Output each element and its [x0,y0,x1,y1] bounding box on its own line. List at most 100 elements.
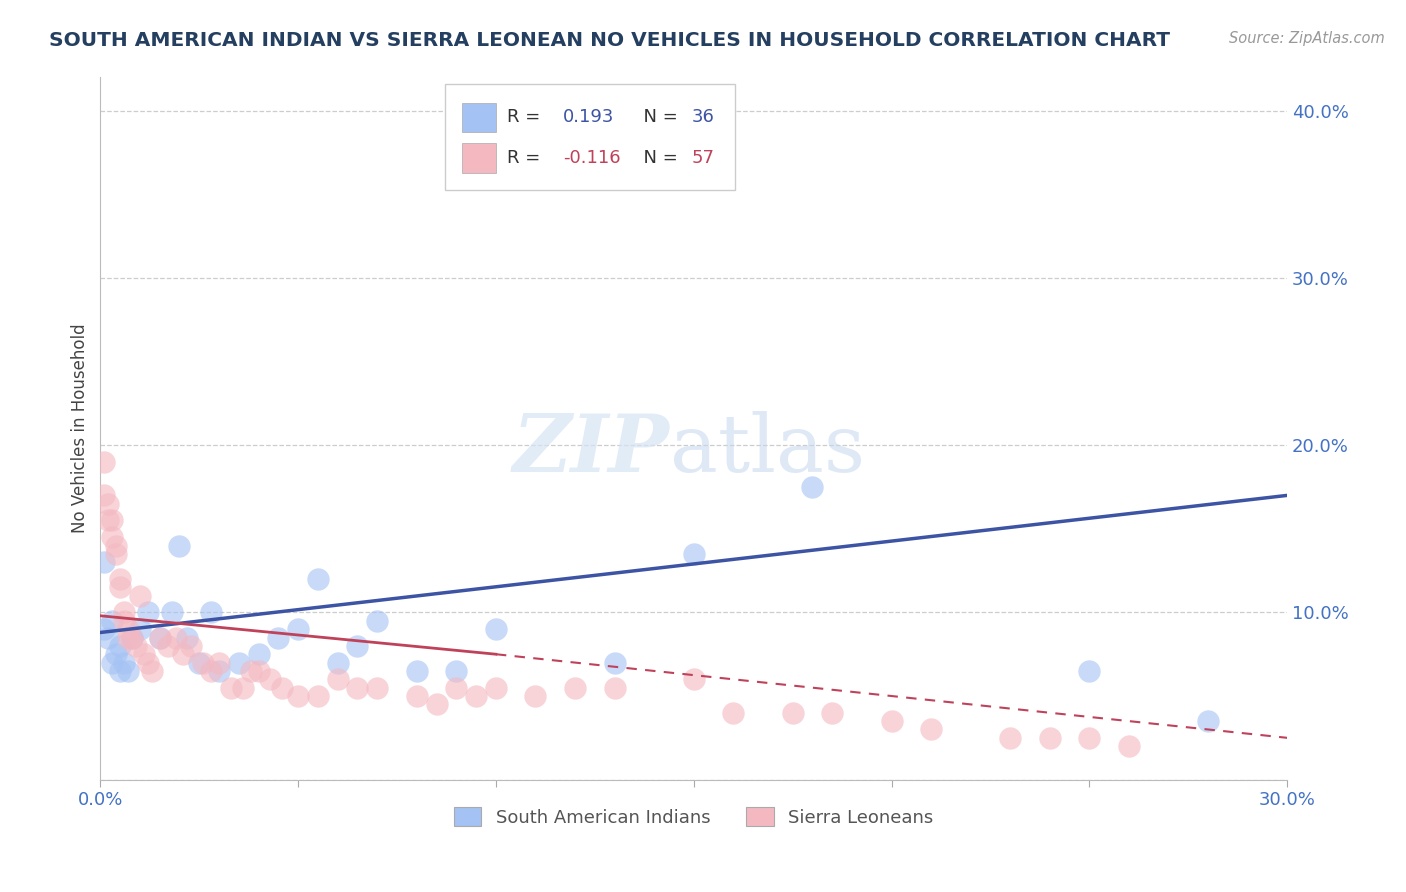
Point [603,681,626,695]
Point [108,664,131,678]
Point [105,539,128,553]
Point [259,673,281,687]
Point [176,631,198,645]
Point [247,647,270,661]
Point [307,689,329,703]
Text: 57: 57 [692,149,714,167]
Point [108,580,131,594]
Point [101,513,124,527]
Point [93,555,115,569]
Point [446,681,468,695]
Point [108,572,131,586]
Point [682,547,704,561]
Point [485,622,508,636]
Point [121,631,143,645]
Point [105,647,128,661]
Point [723,706,745,720]
Point [188,656,211,670]
Text: SOUTH AMERICAN INDIAN VS SIERRA LEONEAN NO VEHICLES IN HOUSEHOLD CORRELATION CHA: SOUTH AMERICAN INDIAN VS SIERRA LEONEAN … [49,31,1170,50]
Point [117,664,139,678]
Point [172,647,194,661]
Point [108,639,131,653]
Point [136,656,159,670]
Point [446,664,468,678]
Text: atlas: atlas [671,410,865,489]
FancyBboxPatch shape [444,85,735,190]
Point [326,673,349,687]
Point [93,455,115,469]
Text: N =: N = [633,109,683,127]
FancyBboxPatch shape [463,144,495,173]
Point [117,631,139,645]
Text: N =: N = [633,149,683,167]
Point [232,681,254,695]
Point [366,681,388,695]
Point [1118,739,1140,754]
Point [998,731,1021,745]
FancyBboxPatch shape [463,103,495,132]
Point [782,706,804,720]
Point [169,539,191,553]
Point [801,480,824,494]
Point [93,488,115,502]
Point [366,614,388,628]
Point [101,530,124,544]
Point [117,622,139,636]
Point [267,631,290,645]
Point [112,606,135,620]
Point [485,681,508,695]
Point [132,647,155,661]
Point [247,664,270,678]
Point [125,639,148,653]
Text: ZIP: ZIP [513,411,671,488]
Point [287,622,309,636]
Point [287,689,309,703]
Point [101,656,124,670]
Point [564,681,586,695]
Point [426,698,449,712]
Point [149,631,172,645]
Point [136,606,159,620]
Point [920,723,942,737]
Text: R =: R = [508,149,547,167]
Point [105,547,128,561]
Point [165,631,187,645]
Y-axis label: No Vehicles in Household: No Vehicles in Household [72,324,89,533]
Point [1197,714,1219,728]
Point [346,639,368,653]
Point [93,622,115,636]
Legend: South American Indians, Sierra Leoneans: South American Indians, Sierra Leoneans [447,800,941,834]
Point [603,656,626,670]
Point [112,614,135,628]
Point [160,606,183,620]
Point [1078,664,1101,678]
Point [682,673,704,687]
Point [97,631,120,645]
Point [208,656,231,670]
Point [228,656,250,670]
Point [307,572,329,586]
Point [326,656,349,670]
Point [149,631,172,645]
Point [200,606,222,620]
Point [141,664,163,678]
Point [524,689,547,703]
Point [97,513,120,527]
Point [180,639,202,653]
Text: 0.193: 0.193 [564,109,614,127]
Point [1078,731,1101,745]
Point [208,664,231,678]
Point [271,681,294,695]
Point [346,681,368,695]
Point [112,656,135,670]
Text: -0.116: -0.116 [564,149,621,167]
Text: R =: R = [508,109,547,127]
Point [405,664,427,678]
Point [156,639,179,653]
Point [219,681,242,695]
Text: 36: 36 [692,109,714,127]
Point [465,689,488,703]
Point [97,497,120,511]
Point [200,664,222,678]
Point [193,656,215,670]
